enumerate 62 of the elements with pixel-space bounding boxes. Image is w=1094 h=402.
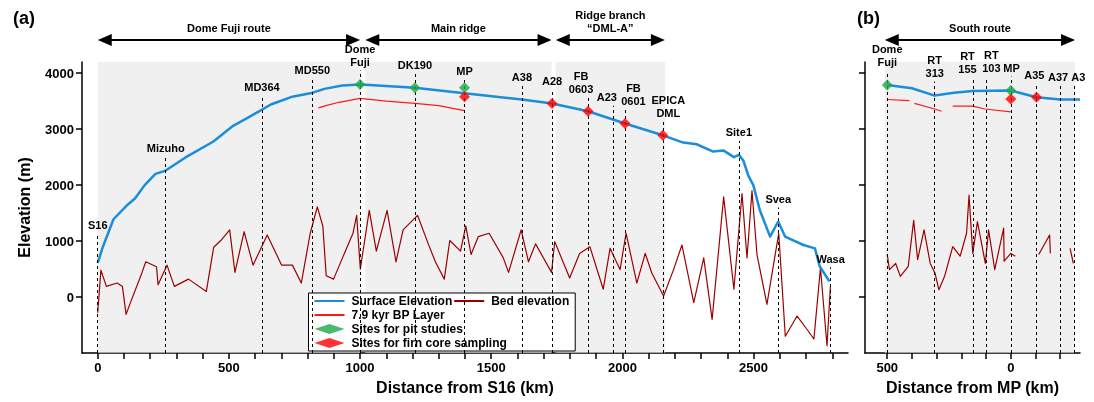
y-tick-label: 4000 — [45, 65, 74, 81]
legend-label: Surface Elevation — [351, 294, 453, 308]
legend-label: Bed elevation — [491, 294, 570, 308]
point — [1005, 85, 1017, 97]
ref-line-label: RT 313 — [925, 54, 944, 80]
band-label: Main ridge — [430, 21, 486, 34]
x-axis-title: Distance from MP (km) — [885, 378, 1060, 396]
point — [458, 91, 470, 103]
ref-line-label: A3 — [1071, 71, 1086, 83]
ref-line-label: FB 0603 — [568, 69, 594, 95]
x-axis-title: Distance from S16 (km) — [376, 378, 554, 396]
ref-line-label: Mizuho — [146, 142, 185, 155]
y-tick-label: 3000 — [45, 121, 74, 137]
ref-line-label: A23 — [596, 91, 617, 104]
ref-line-label: Svea — [765, 193, 792, 205]
ref-line-label: A28 — [542, 74, 563, 87]
point — [619, 118, 631, 130]
band-label: Ridge branch “DML-A” — [575, 8, 646, 34]
band-label: Dome Fuji route — [187, 21, 271, 34]
ref-line-label: Dome Fuji — [871, 43, 903, 69]
ref-line-label: A38 — [511, 71, 533, 83]
y-axis-title: Elevation (m) — [15, 157, 33, 258]
point — [354, 78, 366, 90]
x-tick-label: 1000 — [345, 360, 375, 375]
ref-line-label: A35 — [1024, 68, 1045, 81]
ref-line-label: S16 — [87, 218, 108, 231]
point — [458, 82, 470, 94]
ref-line-label: EPICA DML — [651, 93, 686, 119]
ref-line-label: MP — [1003, 62, 1020, 75]
ref-line-label: Dome Fuji — [344, 42, 376, 68]
x-tick-label: 500 — [218, 360, 240, 375]
ref-line-label: MD364 — [244, 81, 281, 94]
point — [657, 129, 669, 141]
band-label: South route — [949, 21, 1011, 34]
point — [409, 82, 421, 94]
ref-line-label: A37 — [1047, 71, 1069, 83]
ref-line-label: RT 155 — [958, 49, 977, 75]
legend-label: Sites for firn core sampling — [351, 336, 507, 350]
ref-line-label: Site1 — [725, 126, 753, 139]
chart-title: (a) — [13, 8, 35, 28]
line-series — [317, 97, 466, 112]
chart-title: (b) — [857, 8, 880, 28]
ref-line-label: MP — [456, 64, 473, 77]
x-tick-label: 500 — [876, 360, 899, 375]
point — [582, 105, 594, 117]
y-tick-label: 1000 — [45, 233, 74, 249]
point — [1005, 93, 1017, 105]
y-tick-label: 2000 — [45, 177, 74, 193]
x-tick-label: 0 — [94, 360, 102, 375]
ref-line-label: RT 103 — [982, 49, 1001, 75]
y-tick-label: 0 — [66, 289, 74, 305]
x-tick-label: 2000 — [607, 360, 637, 375]
x-tick-label: 2500 — [739, 360, 769, 375]
point — [1031, 91, 1043, 103]
x-tick-label: 0 — [1007, 360, 1015, 375]
point — [546, 97, 558, 109]
ref-line-label: FB 0601 — [621, 82, 646, 108]
point — [881, 79, 893, 91]
legend-label: 7.9 kyr BP Layer — [351, 308, 446, 322]
x-tick-label: 1500 — [476, 360, 506, 375]
ref-line-label: DK190 — [397, 59, 433, 72]
ref-line-label: MD550 — [294, 64, 331, 77]
